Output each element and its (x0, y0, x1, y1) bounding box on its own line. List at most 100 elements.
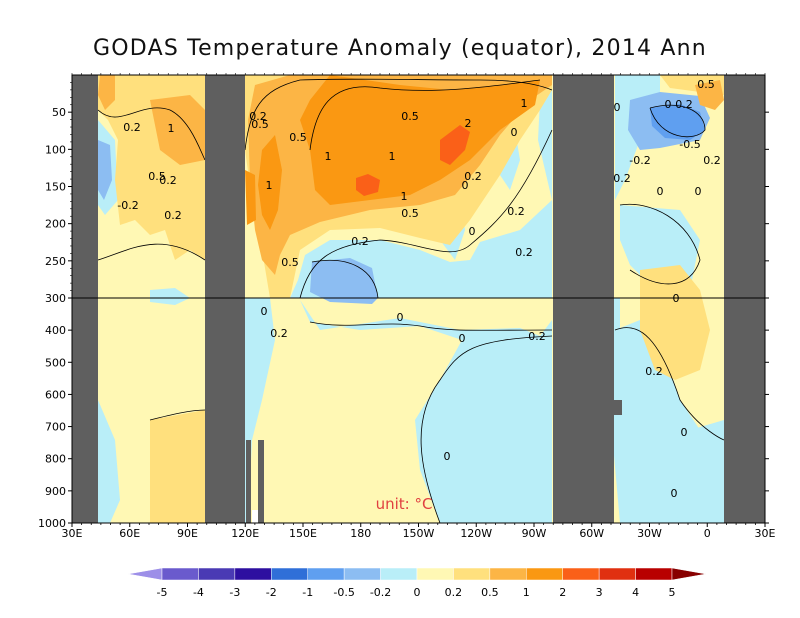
colorbar-box-4 (271, 567, 308, 581)
colorbar-label-2: -3 (229, 586, 240, 599)
colorbar-label-12: 3 (596, 586, 603, 599)
contour-label-9: 1 (266, 179, 273, 192)
contour-label-20: 0.2 (507, 205, 525, 218)
region-neg-0.5-atl (650, 104, 705, 140)
contour-label-36: -0.2 (629, 154, 650, 167)
contour-label-43: 0 (681, 426, 688, 439)
x-tick-label-0: 30E (62, 527, 83, 540)
colorbar-box-8 (416, 567, 454, 581)
contour-line-0 (299, 129, 553, 299)
colorbar-box-12 (562, 567, 600, 581)
land-mask-6 (614, 400, 622, 415)
contour-label-39: 0.2 (703, 154, 721, 167)
y-tick-label-1: 100 (45, 143, 66, 156)
y-tick-label-7: 500 (45, 356, 66, 369)
region-warm-0.2-atl (640, 265, 710, 380)
contour-lines (97, 78, 725, 523)
y-tick-label-11: 900 (45, 485, 66, 498)
contour-label-1: 1 (168, 122, 175, 135)
x-tick-label-9: 60W (579, 527, 604, 540)
x-tick-label-11: 0 (704, 527, 711, 540)
region-cool-cpac (300, 300, 552, 523)
contour-label-16: 1 (401, 190, 408, 203)
x-axis: 30E 60E 90E 120E 150E 180 150W 120W 90W 60W 30W 0 30… (62, 73, 776, 540)
contour-line-11 (311, 259, 379, 299)
contour-label-21: 0 (469, 225, 476, 238)
colorbar-label-8: 0.2 (445, 586, 463, 599)
x-tick-label-12: 30E (755, 527, 776, 540)
contour-label-8: 0.5 (289, 131, 307, 144)
colorbar-box-6 (343, 567, 381, 581)
y-tick-label-9: 700 (45, 421, 66, 434)
contour-label-19: 0 (462, 179, 469, 192)
contour-line-5 (97, 243, 206, 261)
colorbar-box-7 (380, 567, 418, 581)
colorbar-label-4: -1 (302, 586, 313, 599)
x-tick-label-8: 90W (522, 527, 547, 540)
y-tick-label-10: 800 (45, 453, 66, 466)
colorbar-label-1: -4 (193, 586, 204, 599)
land-mask-5 (258, 440, 264, 523)
contour-label-40: 0 (695, 185, 702, 198)
contour-label-29: 0.2 (528, 330, 546, 343)
region-1-pac (300, 75, 540, 205)
colorbar-label-7: 0 (414, 586, 421, 599)
x-tick-label-6: 150W (403, 527, 435, 540)
region-neg-0.2-cpac (310, 258, 378, 304)
x-tick-label-4: 150E (289, 527, 317, 540)
region-1-wpac2 (245, 170, 256, 225)
region-cool-wpac-west (245, 298, 275, 523)
contour-line-4 (97, 107, 206, 161)
contour-label-6: 0.2 (249, 110, 267, 123)
contour-label-33: 0.2 (675, 98, 693, 111)
contour-label-34: 0.5 (697, 78, 715, 91)
colorbar-label-10: 1 (523, 586, 530, 599)
contour-label-3: 0.2 (159, 174, 177, 187)
region-cool-atl-mid (615, 320, 724, 523)
colorbar-box-13 (598, 567, 636, 581)
contour-label-38: 0 (657, 185, 664, 198)
colorbar-label-5: -0.5 (333, 586, 354, 599)
contour-label-5: 0.2 (164, 209, 182, 222)
colorbar-label-0: -5 (157, 586, 168, 599)
land-gap (252, 510, 258, 523)
unit-label: unit: °C (376, 495, 433, 513)
contour-line-8 (420, 335, 553, 523)
y-tick-label-6: 400 (45, 324, 66, 337)
contour-line-2 (244, 78, 553, 151)
region-0.5-atl (695, 80, 724, 110)
colorbar-box-10 (489, 567, 527, 581)
contour-line-1 (309, 321, 553, 331)
land-mask-3 (724, 75, 765, 523)
contour-label-13: 2 (465, 117, 472, 130)
y-tick-label-3: 200 (45, 218, 66, 231)
contour-label-23: 0.5 (281, 256, 299, 269)
land-mask (72, 75, 765, 523)
contour-label-4: -0.2 (117, 199, 138, 212)
contour-label-30: 0 (444, 450, 451, 463)
colorbar-label-13: 4 (632, 586, 639, 599)
contour-label-24: 0.2 (515, 246, 533, 259)
colorbar-box-14 (635, 567, 673, 581)
colorbar-label-14: 5 (669, 586, 676, 599)
contour-line-7 (614, 327, 725, 441)
region-cool-io-edge (98, 400, 120, 523)
y-tick-label-2: 150 (45, 181, 66, 194)
contour-line-10 (649, 104, 706, 138)
contour-label-44: 0 (671, 487, 678, 500)
colorbar-box-11 (526, 567, 563, 581)
contour-labels: 0.2 10.50.2-0.20.20.20.50.511 10.521010.50… (117, 78, 720, 500)
colorbar-box-9 (453, 567, 491, 581)
region-2-epac (440, 125, 470, 165)
y-tick-label-4: 250 (45, 255, 66, 268)
colorbar-end-high (671, 567, 707, 581)
contour-label-17: 0.5 (401, 207, 419, 220)
region-0.5-io (150, 95, 205, 165)
contour-label-25: 0 (261, 305, 268, 318)
contour-label-22: 0.2 (351, 235, 369, 248)
region-2-cpac (356, 174, 380, 196)
x-tick-label-2: 90E (177, 527, 198, 540)
colorbar-box-3 (234, 567, 272, 581)
